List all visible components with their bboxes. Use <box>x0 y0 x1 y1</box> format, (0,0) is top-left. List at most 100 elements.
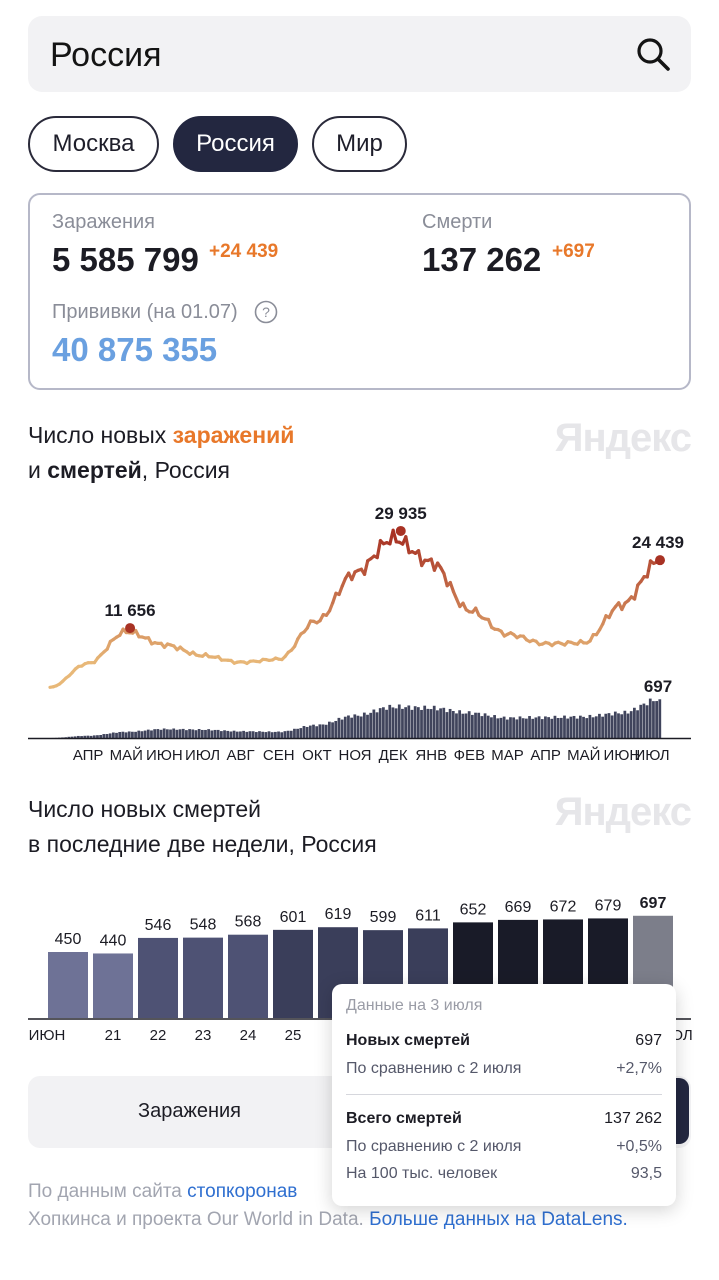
deaths-bar <box>359 716 363 738</box>
deaths-bar <box>394 708 398 738</box>
tooltip-new-deaths-label: Новых смертей <box>346 1032 470 1049</box>
search-bar[interactable]: Россия <box>28 16 691 92</box>
tab-moscow[interactable]: Москва <box>28 116 159 172</box>
deaths-bar <box>124 732 128 738</box>
tab-russia[interactable]: Россия <box>173 116 298 172</box>
chart1-title-and: и <box>28 457 48 483</box>
deaths-bar <box>582 716 585 738</box>
deaths-bar <box>521 718 525 738</box>
search-input[interactable]: Россия <box>50 36 162 74</box>
deaths-bar <box>204 729 207 738</box>
deaths-bar <box>77 735 80 738</box>
bar-value-label: 450 <box>55 931 82 948</box>
tooltip-per100k: На 100 тыс. человек 93,5 <box>346 1165 662 1183</box>
deaths-bar <box>318 724 322 738</box>
infections-segment <box>448 580 456 594</box>
search-icon[interactable] <box>633 34 673 74</box>
deaths-bar <box>642 703 646 738</box>
death-bar <box>48 952 88 1018</box>
datalens-link[interactable]: Больше данных на DataLens. <box>369 1209 628 1230</box>
deaths-bar <box>455 713 458 738</box>
bar-value-label: 601 <box>280 909 307 926</box>
deaths-bar <box>175 729 179 738</box>
death-bar <box>183 937 223 1018</box>
deaths-bar <box>407 705 411 738</box>
deaths-bar <box>610 715 614 738</box>
deaths-bar <box>115 732 118 738</box>
tab-infections[interactable]: Заражения <box>138 1100 241 1122</box>
bar-value-label: 672 <box>550 898 577 915</box>
infections-segment <box>362 559 370 576</box>
deaths-bar <box>391 707 395 738</box>
deaths-bar <box>534 717 538 738</box>
deaths-bar <box>165 729 169 738</box>
tooltip-total-value: 137 262 <box>604 1110 662 1127</box>
deaths-bar <box>108 733 112 738</box>
peak-label: 11 656 <box>105 601 156 620</box>
chart1-title-prefix: Число новых <box>28 422 173 448</box>
x-tick-label: ОЛ <box>671 1027 692 1044</box>
deaths-bar <box>397 704 401 738</box>
deaths-bar <box>480 716 484 738</box>
deaths-bar <box>223 730 226 738</box>
deaths-bar <box>210 730 214 738</box>
death-bar <box>93 953 133 1018</box>
x-tick-label: ИЮЛ <box>634 747 669 764</box>
peak-marker <box>655 555 665 566</box>
death-bar <box>273 929 313 1018</box>
deaths-bar <box>340 719 344 738</box>
deaths-bar <box>251 731 255 738</box>
deaths-bar <box>140 731 144 738</box>
deaths-bar <box>448 708 452 738</box>
source-link-stopcoronavirus[interactable]: стопкоронав <box>187 1181 298 1202</box>
tab-world[interactable]: Мир <box>312 116 407 172</box>
stats-card: Заражения 5 585 799 +24 439 Смерти 137 2… <box>28 193 691 390</box>
infections-segment <box>442 571 449 588</box>
deaths-bar <box>181 728 185 738</box>
infections-delta: +24 439 <box>209 241 279 262</box>
deaths-bar <box>382 707 385 738</box>
deaths-bar <box>299 728 303 738</box>
peak-marker <box>395 525 406 536</box>
deaths-bar <box>153 729 157 738</box>
deaths-bar <box>293 728 296 738</box>
deaths-bar <box>280 732 284 738</box>
x-tick-label: МАЙ <box>110 746 143 764</box>
deaths-bar <box>102 734 106 738</box>
deaths-bar <box>636 710 639 738</box>
bar-value-label: 546 <box>145 917 172 934</box>
help-icon[interactable]: ? <box>254 300 278 324</box>
source-note: По данным сайта стопкоронав Хопкинса и п… <box>28 1178 668 1234</box>
deaths-bar <box>248 731 252 738</box>
peak-label: 29 935 <box>375 504 427 523</box>
deaths-bar <box>639 704 643 738</box>
bar-value-label: 619 <box>325 906 352 923</box>
deaths-bar <box>286 730 290 738</box>
x-tick-label: 25 <box>285 1027 302 1044</box>
x-tick-label: 23 <box>195 1027 212 1044</box>
deaths-bar <box>515 719 519 738</box>
deaths-bar <box>372 709 376 738</box>
deaths-bar <box>655 701 659 738</box>
deaths-bar <box>362 712 366 738</box>
deaths-bar <box>432 705 436 738</box>
x-tick-label: АПР <box>73 747 104 764</box>
help-glyph: ? <box>262 304 270 320</box>
vaccinations-value: 40 875 355 <box>52 331 218 368</box>
deaths-bar <box>219 731 223 738</box>
deaths-bar <box>83 735 87 738</box>
deaths-bar <box>96 735 99 738</box>
deaths-bar <box>159 729 163 738</box>
deaths-bar <box>490 717 493 738</box>
deaths-bar <box>254 732 258 738</box>
deaths-bar <box>652 701 655 738</box>
deaths-bar <box>575 718 579 738</box>
deaths-bar <box>429 709 433 738</box>
tooltip-date: Данные на 3 июля <box>346 997 483 1014</box>
deaths-bar <box>502 716 506 738</box>
deaths-bar <box>404 707 408 738</box>
deaths-bar <box>67 736 71 738</box>
deaths-bar <box>312 724 315 738</box>
tooltip-total-label: Всего смертей <box>346 1110 462 1127</box>
